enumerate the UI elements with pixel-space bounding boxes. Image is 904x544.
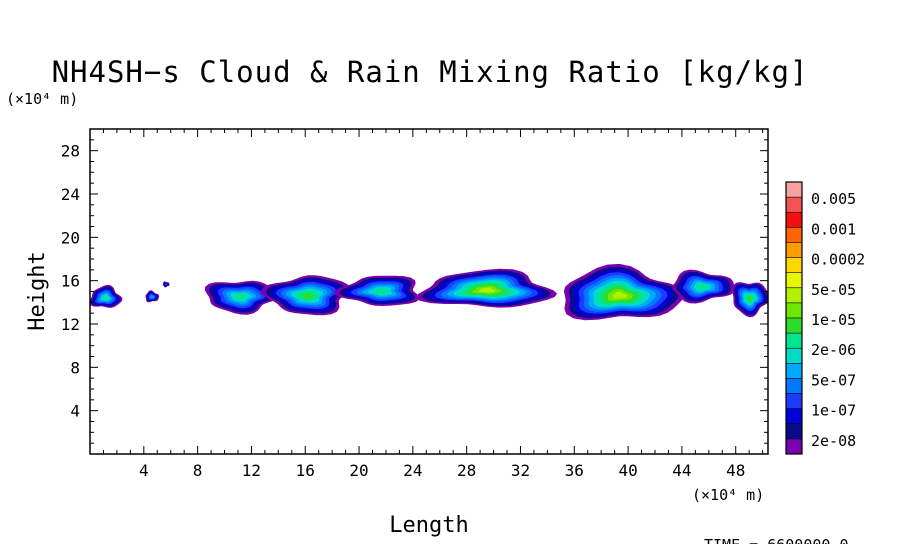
colorbar-label: 0.001: [811, 220, 856, 238]
cloud-region: [672, 269, 735, 304]
y-tick-label: 4: [70, 402, 80, 421]
colorbar-cell: [785, 242, 803, 259]
cloud-contour: [102, 295, 109, 300]
axis-ticks: [90, 129, 768, 454]
x-unit-label: (×10⁴ m): [692, 486, 764, 504]
y-tick-label: 20: [61, 228, 80, 247]
y-tick-label: 24: [61, 185, 80, 204]
time-footer: TIME = 6600000.0: [704, 536, 849, 544]
colorbar-labels: 0.005 0.001 0.0002 5e-05 1e-05 2e-06 5e-07 1e-0…: [811, 190, 865, 450]
x-tick-label: 28: [457, 461, 476, 480]
cloud-contour: [300, 292, 315, 299]
cloud-contour: [373, 288, 388, 294]
x-tick-label: 16: [296, 461, 315, 480]
colorbar-cell: [785, 272, 803, 289]
cloud-region: [90, 284, 123, 308]
colorbar-label: 1e-05: [811, 311, 856, 329]
cloud-contour: [747, 296, 753, 302]
cloud-contour: [165, 283, 168, 286]
colorbar-label: 2e-08: [811, 432, 856, 450]
y-tick-label: 8: [70, 358, 80, 377]
colorbar-frame: [785, 181, 803, 455]
colorbar-cell: [785, 378, 803, 395]
colorbar-cell: [785, 332, 803, 349]
cloud-field: [90, 263, 768, 321]
cloud-region: [563, 263, 685, 321]
cloud-region: [415, 268, 558, 308]
colorbar-cell: [785, 287, 803, 304]
x-tick-labels: 4 8 12 16 20 24 28 32 36 40 44 48: [139, 461, 745, 480]
x-tick-label: 8: [193, 461, 203, 480]
x-tick-label: 20: [349, 461, 368, 480]
x-tick-label: 32: [511, 461, 530, 480]
y-tick-labels: 4 8 12 16 20 24 28: [61, 142, 80, 421]
y-tick-label: 16: [61, 272, 80, 291]
cloud-region: [162, 281, 170, 288]
colorbar-cell: [785, 211, 803, 228]
colorbar-cell: [785, 363, 803, 379]
y-unit-label: (×10⁴ m): [6, 90, 78, 108]
cloud-region: [732, 282, 768, 318]
x-tick-label: 44: [672, 461, 691, 480]
x-tick-label: 24: [403, 461, 422, 480]
colorbar-cell: [785, 408, 803, 425]
chart-title: NH4SH−s Cloud & Rain Mixing Ratio [kg/kg…: [52, 55, 809, 89]
x-tick-label: 4: [139, 461, 149, 480]
colorbar-label: 0.005: [811, 190, 856, 208]
cloud-region: [205, 280, 279, 315]
colorbar-label: 2e-06: [811, 341, 856, 359]
colorbar-cell: [785, 317, 803, 334]
colorbar-label: 1e-07: [811, 402, 856, 420]
cloud-region: [334, 275, 420, 306]
colorbar-label: 5e-05: [811, 281, 856, 299]
cloud-contour: [234, 294, 247, 300]
x-axis-title: Length: [389, 513, 468, 538]
colorbar-label: 5e-07: [811, 371, 856, 389]
y-tick-label: 28: [61, 142, 80, 161]
cloud-contour: [697, 284, 708, 290]
colorbar-cell: [785, 423, 803, 440]
x-tick-label: 48: [726, 461, 745, 480]
colorbar-cell: [785, 181, 803, 198]
colorbar-cell: [785, 438, 803, 455]
colorbar-cell: [785, 257, 803, 274]
cloud-contour: [612, 291, 628, 299]
x-tick-label: 12: [242, 461, 261, 480]
y-axis-title: Height: [25, 251, 50, 330]
cloud-contour: [478, 287, 496, 293]
cloud-region: [145, 290, 160, 303]
colorbar-label: 0.0002: [811, 251, 865, 269]
cloud-contour: [150, 295, 154, 299]
colorbar-cell: [785, 227, 803, 243]
colorbar-cell: [785, 302, 803, 319]
cloud-region: [260, 275, 350, 316]
colorbar: 0.005 0.001 0.0002 5e-05 1e-05 2e-06 5e-07 1e-0…: [785, 181, 865, 455]
x-tick-label: 36: [565, 461, 584, 480]
colorbar-cell: [785, 393, 803, 410]
colorbar-cell: [785, 196, 803, 213]
colorbar-cell: [785, 347, 803, 364]
y-tick-label: 12: [61, 315, 80, 334]
colorbar-cells: [785, 181, 803, 455]
x-tick-label: 40: [618, 461, 637, 480]
plot-area: [89, 128, 769, 455]
